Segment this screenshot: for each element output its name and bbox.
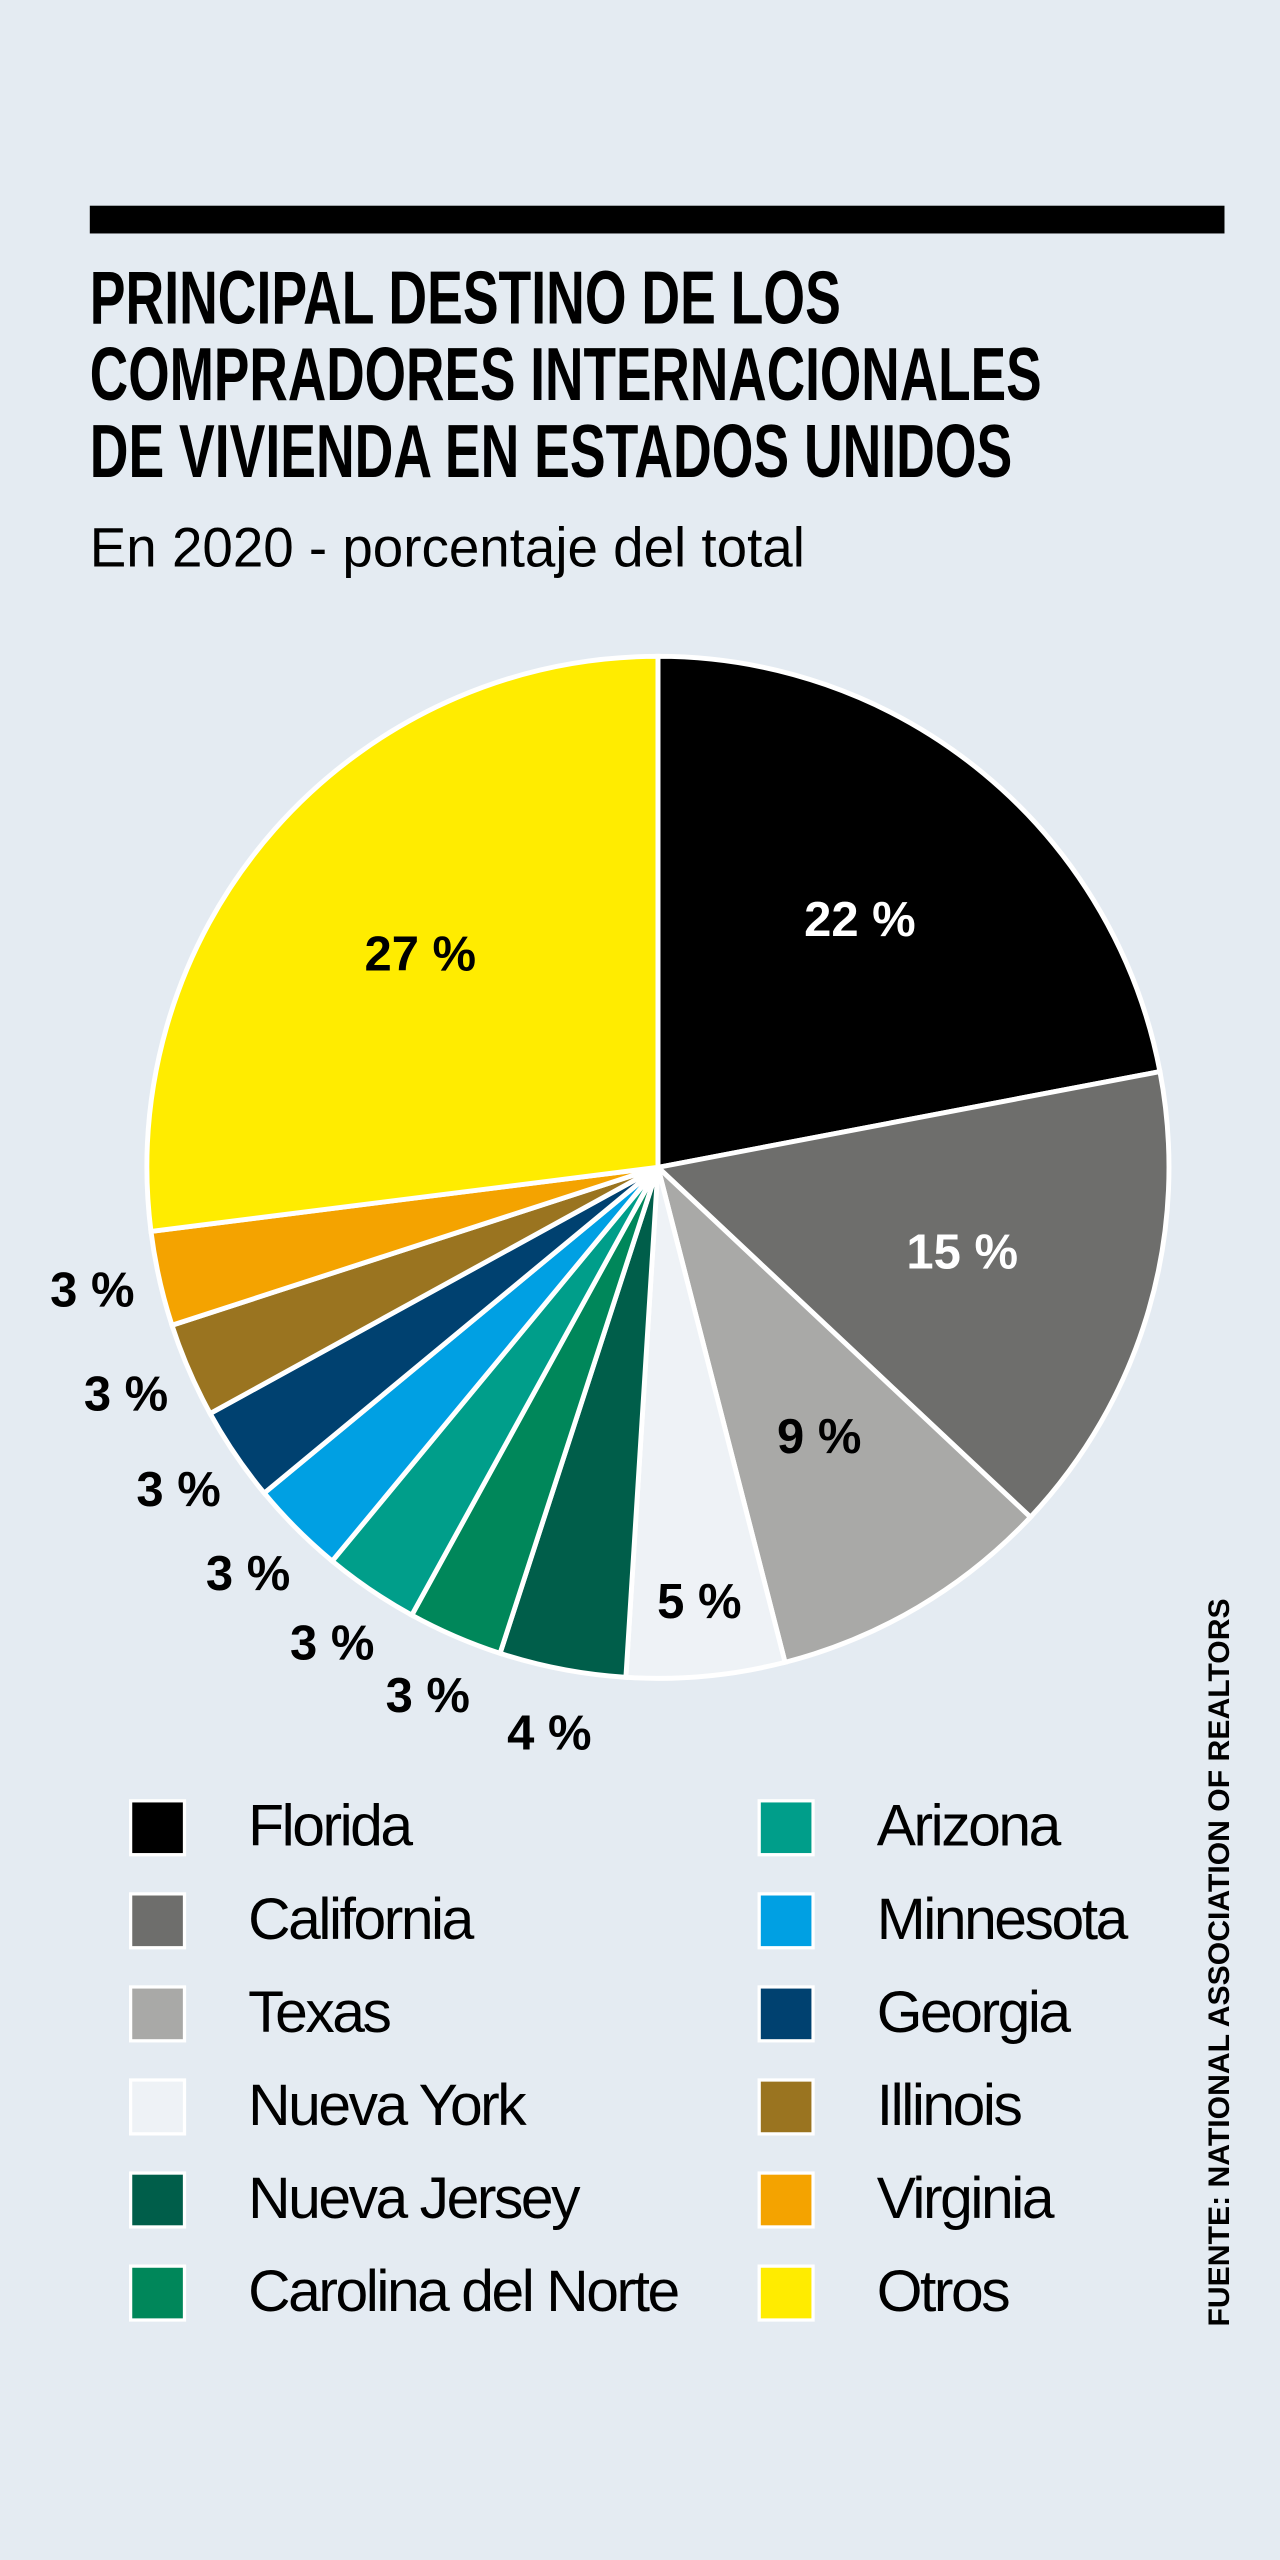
value-label: 3 % <box>50 1264 134 1318</box>
value-label: 22 % <box>804 893 916 947</box>
pie-slice <box>144 653 661 1235</box>
legend-label: Nueva York <box>248 2073 527 2138</box>
legend-swatch <box>128 2264 187 2322</box>
legend-label: Arizona <box>877 1794 1062 1859</box>
value-label: 3 % <box>206 1547 290 1601</box>
legend-label: Georgia <box>877 1980 1072 2045</box>
chart-subtitle: En 2020 - porcentaje del total <box>90 516 805 578</box>
value-label: 3 % <box>290 1617 374 1671</box>
legend-label: Illinois <box>877 2073 1022 2138</box>
value-label: 3 % <box>386 1669 470 1723</box>
legend-label: Nueva Jersey <box>248 2166 581 2231</box>
legend-swatch <box>128 2171 187 2229</box>
legend-label: Texas <box>248 1980 390 2045</box>
pie-slice <box>623 1166 789 1681</box>
value-label: 27 % <box>364 928 476 982</box>
value-label: 3 % <box>136 1463 220 1517</box>
legend-swatch <box>128 1799 187 1857</box>
pie-slice <box>655 653 1163 1171</box>
value-label: 9 % <box>777 1410 861 1464</box>
legend-label: Minnesota <box>877 1887 1129 1952</box>
value-label: 3 % <box>84 1367 168 1421</box>
legend-swatch <box>757 2264 815 2322</box>
pie-slice <box>653 1159 1034 1666</box>
legend-label: Florida <box>248 1794 413 1859</box>
legend-swatch <box>757 2078 815 2136</box>
chart-title: PRINCIPAL DESTINO DE LOS <box>90 256 841 340</box>
legend-swatch <box>757 1892 815 1950</box>
legend-swatch <box>128 1892 187 1950</box>
legend-swatch <box>757 1799 815 1857</box>
chart-title: DE VIVIENDA EN ESTADOS UNIDOS <box>90 409 1012 493</box>
legend-label: Virginia <box>877 2166 1055 2231</box>
legend-swatch <box>757 2171 815 2229</box>
legend-swatch <box>128 1985 187 2043</box>
legend-swatch <box>757 1985 815 2043</box>
value-label: 5 % <box>657 1575 741 1629</box>
top-rule <box>89 205 1225 234</box>
chart-title: COMPRADORES INTERNACIONALES <box>90 332 1042 416</box>
legend-label: California <box>248 1887 475 1952</box>
value-label: 15 % <box>906 1226 1018 1280</box>
value-label: 4 % <box>507 1707 591 1761</box>
legend-swatch <box>128 2078 187 2136</box>
pie-slice <box>652 1068 1172 1521</box>
legend-label: Otros <box>877 2259 1009 2324</box>
source: FUENTE: NATIONAL ASSOCIATION OF REALTORS <box>1203 1598 1236 2326</box>
legend-label: Carolina del Norte <box>248 2259 678 2324</box>
